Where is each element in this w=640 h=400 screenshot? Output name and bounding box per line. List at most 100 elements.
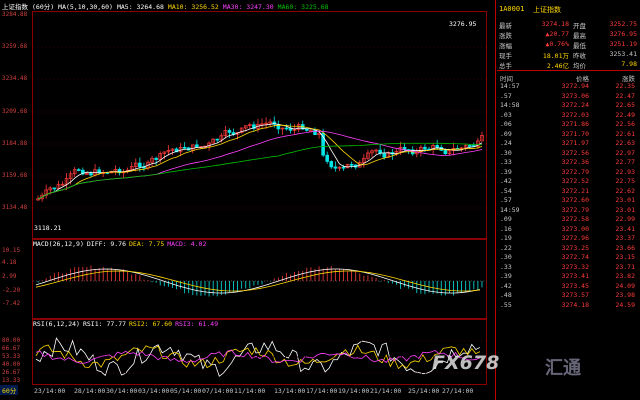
- candle-body: [60, 183, 65, 186]
- tick-row: .19 3272.96 23.37: [497, 234, 640, 243]
- divider: [497, 70, 640, 71]
- quote-code: 1A0001: [499, 5, 525, 13]
- tick-row: .33 3273.32 23.71: [497, 263, 640, 272]
- tick-price: 3272.94: [561, 82, 589, 90]
- candle-body: [321, 132, 325, 156]
- ma60-value: MA60: 3225.68: [277, 3, 329, 11]
- candle-body: [219, 135, 224, 141]
- tick-time: .09: [500, 215, 512, 223]
- ma-line: [37, 124, 483, 200]
- macd-y-label: 4.18: [2, 259, 17, 266]
- rsi1-value: RSI1: 77.77: [82, 320, 127, 328]
- tick-change: 23.82: [615, 272, 635, 280]
- candle-body: [268, 121, 272, 124]
- candle-body: [480, 135, 484, 142]
- tick-change: 23.98: [615, 291, 635, 299]
- candle-body: [374, 149, 378, 152]
- x-label: 21/14:00: [370, 387, 402, 395]
- tick-time: .48: [500, 291, 512, 299]
- tick-change: 23.71: [615, 262, 635, 271]
- tick-change: 22.77: [615, 158, 635, 166]
- macd-y-label: -7.42: [2, 300, 21, 307]
- tick-time: .39: [500, 167, 512, 176]
- quote-value: 18.01万: [542, 52, 569, 60]
- macd-label: MACD(26,12,9): [33, 240, 84, 248]
- candle-body: [239, 127, 244, 133]
- tick-price: 3272.36: [561, 158, 589, 166]
- ticks-header-chg: 涨跌: [622, 75, 635, 83]
- tick-price: 3272.03: [561, 110, 589, 119]
- tick-time: .06: [500, 120, 512, 128]
- rsi-line: [35, 344, 481, 370]
- candle-body: [223, 130, 228, 137]
- period-button[interactable]: 60分: [0, 385, 19, 395]
- candle-body: [476, 140, 480, 147]
- tick-row: .24 3271.97 22.63: [497, 139, 640, 148]
- price-panel[interactable]: [32, 11, 487, 239]
- macd-panel[interactable]: [32, 239, 487, 319]
- tick-row: .33 3272.36 22.77: [497, 158, 640, 167]
- rsi-panel[interactable]: [32, 319, 487, 385]
- kline-plot[interactable]: [0, 0, 496, 400]
- candle-body: [305, 128, 309, 131]
- tick-price: 3271.70: [561, 129, 589, 138]
- tick-time: 14:57: [500, 82, 520, 90]
- candle-body: [133, 162, 138, 167]
- candle-body: [382, 153, 387, 158]
- quote-label: 昨收: [573, 52, 586, 60]
- rsi-y-label: 53.33: [2, 353, 21, 360]
- rsi2-value: RSI2: 67.60: [129, 320, 173, 328]
- quote-row: 现手 18.01万 昨收 3253.41: [499, 50, 637, 60]
- x-label: 03/14:00: [138, 387, 170, 395]
- candle-body: [447, 150, 452, 155]
- rsi-line: [35, 337, 481, 377]
- rsi-y-label: 13.33: [2, 377, 21, 384]
- candle-body: [256, 123, 260, 129]
- tick-time: .39: [500, 272, 512, 280]
- watermark-logo-sub: 汇通: [545, 358, 581, 379]
- candle-body: [97, 169, 101, 173]
- candle-body: [415, 151, 419, 155]
- candle-body: [435, 145, 439, 148]
- x-label: 28/14:00: [74, 387, 106, 395]
- quote-row: 涨跌 ▲20.77 最高 3276.95: [499, 30, 637, 40]
- tick-row: .39 3273.41 23.82: [497, 272, 640, 281]
- candle-body: [333, 166, 338, 169]
- tick-row: .57 3273.06 22.47: [497, 92, 640, 101]
- candle-body: [40, 194, 44, 200]
- candle-body: [158, 153, 163, 160]
- candle-body: [138, 162, 142, 168]
- tick-time: .57: [500, 196, 512, 204]
- tick-price: 3272.79: [561, 167, 589, 176]
- watermark-logo: FX678: [432, 352, 500, 374]
- tick-time: .22: [500, 243, 512, 252]
- rsi-header: RSI(6,12,24) RSI1: 77.77 RSI2: 67.60 RSI3: …: [33, 320, 221, 328]
- tick-row: 14:57 3272.94 22.35: [497, 82, 640, 91]
- candle-body: [211, 138, 215, 144]
- x-label: 23/14:00: [34, 387, 66, 395]
- quote-value: 7.98: [621, 60, 637, 68]
- tick-price: 3272.52: [561, 177, 589, 185]
- candle-body: [366, 152, 370, 159]
- period-label: (60分): [32, 3, 55, 11]
- candle-body: [191, 144, 195, 151]
- x-label: 05/14:00: [170, 387, 202, 395]
- candle-body: [349, 163, 354, 166]
- tick-price: 3273.25: [561, 243, 589, 252]
- candle-body: [150, 157, 154, 163]
- candle-body: [227, 130, 232, 133]
- low-price-label: 3118.21: [34, 224, 62, 232]
- y-label: 3209.68: [2, 108, 28, 115]
- tick-change: 22.97: [615, 148, 635, 157]
- tick-change: 22.63: [615, 139, 635, 147]
- quote-label: 最高: [573, 32, 586, 40]
- macd-y-label: 2.99: [2, 273, 17, 280]
- chart-area[interactable]: 上证指数 (60分) MA(5,10,30,60) MA5: 3264.68 MA10:…: [0, 0, 496, 400]
- candle-body: [81, 169, 85, 175]
- x-label: 27/14:00: [442, 387, 474, 395]
- y-label: 3259.68: [2, 43, 28, 50]
- tick-change: 22.93: [615, 167, 635, 176]
- ma30-value: MA30: 3247.30: [222, 3, 274, 11]
- ma10-value: MA10: 3256.52: [167, 3, 219, 11]
- tick-row: .03 3272.03 22.49: [497, 111, 640, 120]
